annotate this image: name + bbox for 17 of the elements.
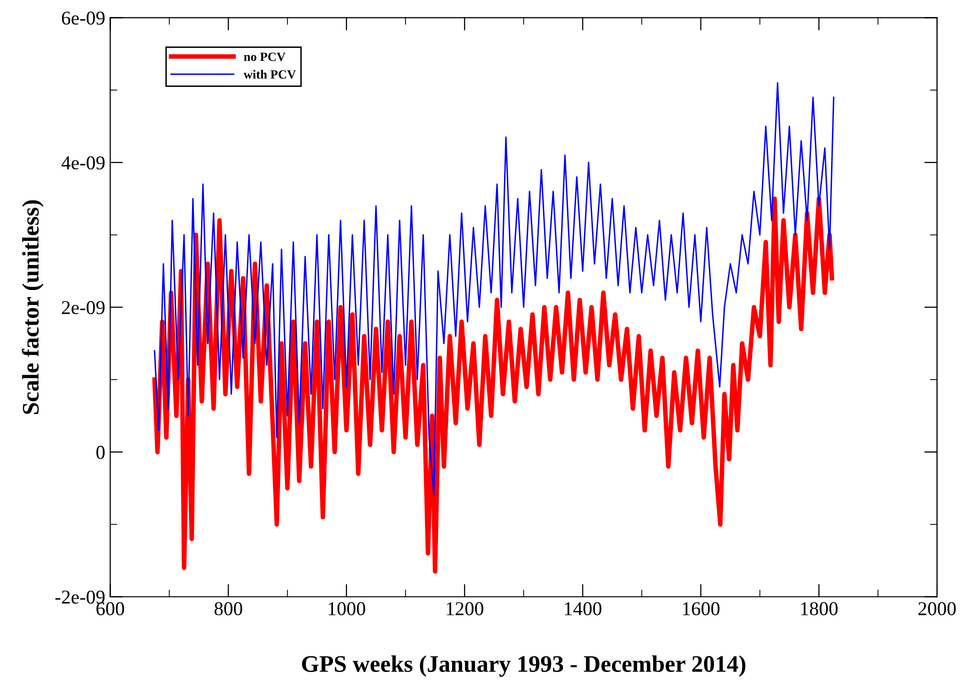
y-tick-label: 0 (96, 446, 105, 459)
x-tick-label: 800 (214, 602, 242, 616)
y-tick-label: 4e-09 (61, 156, 105, 170)
legend-label: no PCV (244, 52, 286, 62)
x-axis-title: GPS weeks (January 1993 - December 2014) (302, 655, 746, 677)
x-tick-label: 600 (96, 602, 124, 616)
x-tick-label: 1400 (564, 602, 602, 616)
y-axis-title: Scale factor (unitless) (22, 200, 44, 414)
y-tick-label: 2e-09 (62, 301, 105, 314)
y-tick-label: 6e-09 (62, 12, 105, 25)
legend-label: with PCV (244, 70, 296, 79)
x-tick-label: 1600 (683, 602, 720, 616)
x-tick-label: 1200 (446, 602, 484, 616)
x-tick-label: 2000 (918, 602, 956, 616)
x-tick-label: 1800 (801, 602, 838, 616)
x-tick-label: 1000 (328, 602, 366, 616)
y-tick-label: -2e-09 (55, 590, 105, 604)
